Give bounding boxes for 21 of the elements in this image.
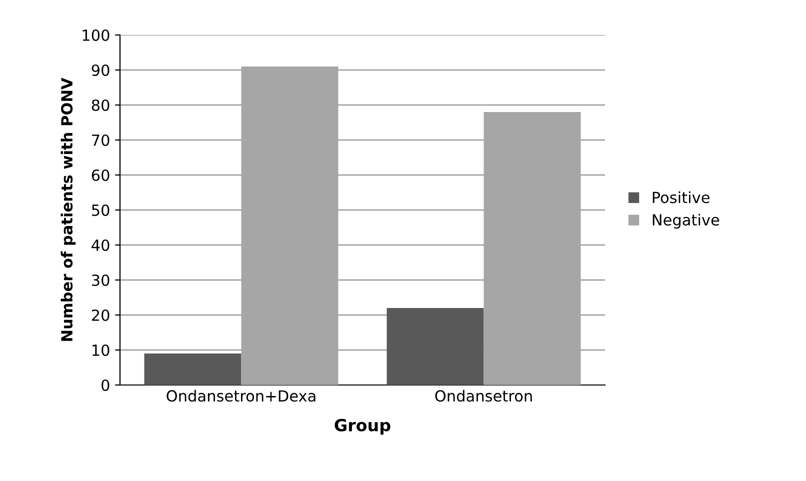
- y-tick-label: 70: [92, 134, 110, 146]
- y-axis-title: Number of patients with PONV: [60, 78, 76, 341]
- y-tick-label: 0: [102, 379, 110, 392]
- x-tick-label: Ondansetron: [435, 390, 532, 402]
- y-tick-label: 80: [92, 99, 110, 112]
- y-tick-label: 100: [82, 29, 110, 42]
- x-tick-label: Ondansetron+Dexa: [166, 390, 316, 402]
- bar: [144, 354, 242, 385]
- y-tick-label: 50: [92, 204, 110, 216]
- legend-label: Negative: [652, 214, 720, 229]
- y-tick-label: 30: [92, 274, 110, 286]
- x-axis-title: Group: [334, 418, 390, 435]
- bar: [241, 66, 338, 385]
- y-tick-label: 40: [92, 239, 110, 252]
- legend-label: Positive: [652, 191, 710, 204]
- bar: [484, 112, 581, 385]
- y-tick-label: 90: [92, 64, 110, 76]
- bar: [386, 308, 484, 385]
- y-tick-label: 10: [92, 344, 110, 356]
- y-tick-label: 60: [92, 169, 110, 182]
- y-tick-label: 20: [92, 309, 110, 322]
